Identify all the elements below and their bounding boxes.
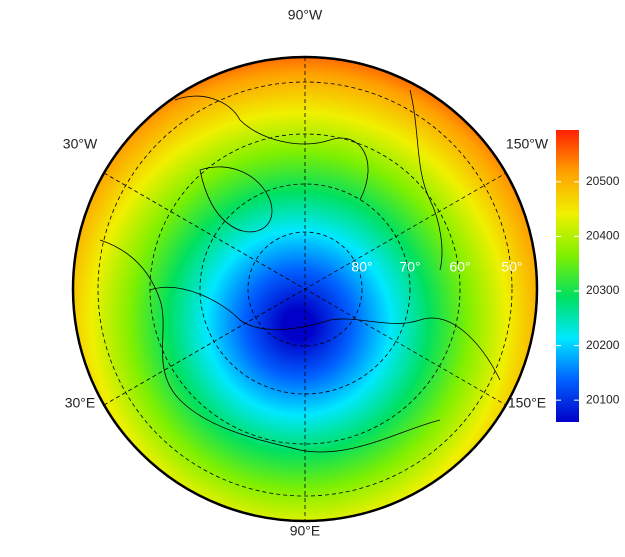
map-border [71, 55, 539, 523]
longitude-label: 150°E [508, 395, 546, 411]
latitude-label: 60° [449, 259, 470, 275]
longitude-label: 150°W [506, 136, 549, 152]
colorbar-tick-label: 20400 [586, 229, 620, 243]
latitude-label: 80° [351, 259, 372, 275]
longitude-label: 30°W [63, 136, 98, 152]
latitude-label: 50° [501, 259, 522, 275]
colorbar-tick-label: 20500 [586, 174, 620, 188]
longitude-label: 90°W [288, 7, 323, 23]
coastline [149, 286, 501, 381]
longitude-label: 90°E [290, 523, 321, 539]
longitude-labels: 90°W 30°W 150°W 30°E 150°E 90°E [63, 7, 549, 539]
latitude-label: 70° [399, 259, 420, 275]
coastline [99, 239, 441, 453]
colorbar-tick-label: 20300 [586, 283, 620, 297]
colorbar-tick-label: 20100 [586, 392, 620, 406]
colorbar-fill [556, 130, 579, 422]
latitude-labels: 80° 70° 60° 50° [351, 259, 522, 275]
longitude-label: 30°E [65, 395, 96, 411]
colorbar-tick-label: 20200 [586, 338, 620, 352]
graticule [97, 57, 513, 521]
coastlines [99, 89, 501, 453]
colorbar: 20100 20200 20300 20400 20500 [556, 130, 620, 422]
meridian [103, 172, 507, 406]
coastline [199, 166, 273, 233]
coastline [409, 89, 443, 271]
